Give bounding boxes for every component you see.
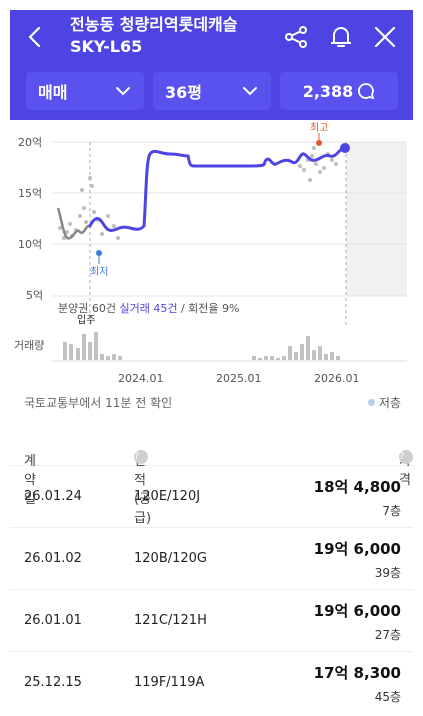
- high-label: 최고: [310, 122, 328, 134]
- y-tick-5: 5억: [26, 289, 43, 302]
- actual-price-line: [88, 146, 346, 232]
- row-floor: 7층: [382, 504, 401, 518]
- volume-bars: [63, 332, 340, 360]
- high-point: [316, 140, 322, 146]
- app-header: 전농동 청량리역롯데캐슬 SKY-L65 매매 36평 2,388: [10, 10, 413, 120]
- trade-type-select[interactable]: 매매: [26, 72, 144, 110]
- chevron-down-icon: [116, 87, 130, 96]
- chart-legend: 저층: [367, 394, 401, 411]
- x-tick-2025: 2025.01: [216, 372, 262, 385]
- x-tick-2026: 2026.01: [314, 372, 360, 385]
- chevron-down-icon: [243, 87, 257, 96]
- row-date: 26.01.24: [24, 489, 82, 504]
- row-area: 120E/120J: [134, 489, 201, 504]
- transaction-dots: [58, 146, 338, 240]
- x-tick-2024: 2024.01: [118, 372, 164, 385]
- row-date: 26.01.01: [24, 613, 82, 628]
- row-date: 26.01.02: [24, 551, 82, 566]
- bell-icon[interactable]: [328, 24, 354, 50]
- grid-lines: [52, 141, 407, 297]
- legend-low-floor: 저층: [378, 396, 401, 410]
- help-icon[interactable]: ?: [134, 450, 148, 464]
- y-tick-20: 20억: [18, 136, 42, 149]
- source-confirm-text: 국토교통부에서 11분 전 확인: [24, 396, 173, 410]
- help-icon[interactable]: ?: [399, 450, 413, 464]
- row-date: 25.12.15: [24, 675, 82, 690]
- chat-icon: [358, 83, 375, 100]
- current-point[interactable]: [340, 143, 350, 153]
- comment-count: 2,388: [302, 81, 354, 101]
- presale-line: [56, 207, 91, 240]
- actual-count: 실거래 45건: [119, 302, 177, 315]
- row-price: 19억 6,000: [313, 540, 401, 558]
- row-price: 18억 4,800: [313, 478, 401, 496]
- size-value: 36평: [165, 83, 202, 102]
- move-in-label: 입주: [77, 313, 95, 326]
- row-area: 119F/119A: [134, 675, 205, 690]
- size-select[interactable]: 36평: [153, 72, 271, 110]
- row-floor: 27층: [374, 628, 401, 642]
- row-floor: 45층: [374, 690, 401, 704]
- chart-summary: 분양권 60건 실거래 45건 / 회전율 9%: [58, 302, 239, 315]
- volume-label: 거래량: [14, 339, 44, 352]
- trade-type-value: 매매: [38, 83, 68, 102]
- future-area: [346, 142, 407, 296]
- y-tick-15: 15억: [18, 187, 42, 200]
- price-chart[interactable]: 20억 15억 10억 5억 최고 최저 분양권 60건 실거래 45건 / 회…: [10, 120, 413, 390]
- presale-count: 분양권 60건: [58, 302, 116, 315]
- table-row[interactable]: 26.01.01 121C/121H 19억 6,000 27층: [10, 590, 413, 652]
- row-price: 17억 8,300: [313, 664, 401, 682]
- back-icon[interactable]: [24, 26, 46, 48]
- share-icon[interactable]: [283, 24, 309, 50]
- table-row[interactable]: 25.12.15 119F/119A 17억 8,300 45층: [10, 652, 413, 714]
- row-floor: 39층: [374, 566, 401, 580]
- table-header: 계약일 면적(공급)? 가격?: [10, 430, 413, 526]
- turnover-rate: / 회전율 9%: [181, 302, 240, 315]
- comment-count-button[interactable]: 2,388: [280, 72, 398, 110]
- row-area: 120B/120G: [134, 551, 207, 566]
- table-row[interactable]: 26.01.02 120B/120G 19억 6,000 39층: [10, 528, 413, 590]
- row-price: 19억 6,000: [313, 602, 401, 620]
- row-area: 121C/121H: [134, 613, 207, 628]
- close-icon[interactable]: [372, 24, 398, 50]
- low-floor-dot-icon: [367, 399, 375, 406]
- low-label: 최저: [90, 266, 108, 278]
- page-title: 전농동 청량리역롯데캐슬 SKY-L65: [70, 15, 238, 56]
- low-point: [96, 250, 102, 256]
- table-row[interactable]: 26.01.24 120E/120J 18억 4,800 7층: [10, 466, 413, 528]
- y-tick-10: 10억: [18, 238, 42, 251]
